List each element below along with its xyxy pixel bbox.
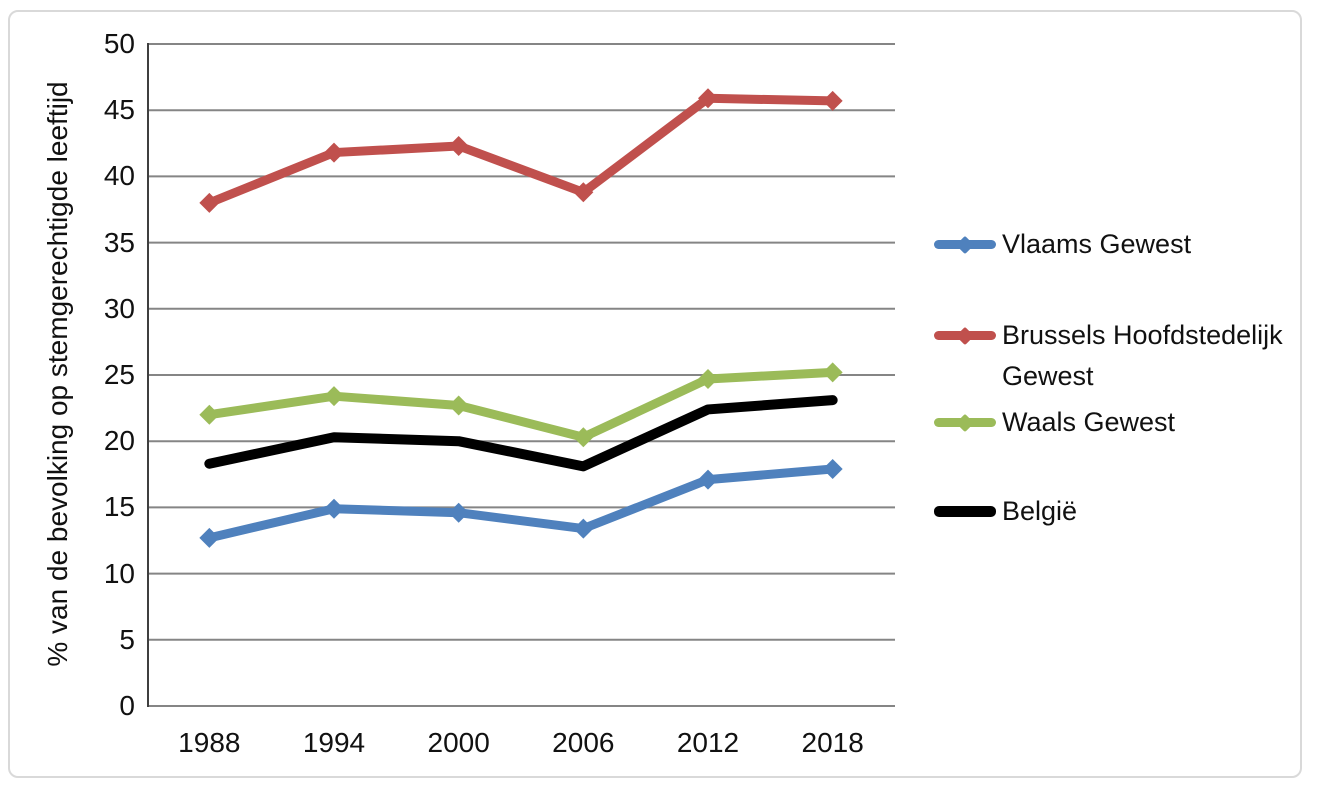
diamond-marker-icon xyxy=(448,395,469,416)
legend-line-swatch xyxy=(934,506,996,517)
diamond-marker-icon xyxy=(955,413,975,432)
series-line xyxy=(204,464,838,543)
legend-label: Brussels Hoofdstedelijk Gewest xyxy=(1002,320,1283,391)
diamond-marker-icon xyxy=(324,498,344,519)
diamond-marker-icon xyxy=(698,88,718,109)
series-line xyxy=(204,367,838,442)
series-line xyxy=(204,93,838,208)
y-tick-label-20: 20 xyxy=(103,425,135,457)
gridlines xyxy=(147,43,895,707)
diamond-marker-icon xyxy=(955,235,975,254)
legend-item-brussels-hoofdstedelijk-gewest: Brussels Hoofdstedelijk Gewest xyxy=(934,315,1302,397)
y-tick-label-0: 0 xyxy=(119,690,135,721)
series-line xyxy=(204,395,838,472)
legend-item-belgie: België xyxy=(934,491,1077,532)
diamond-marker-icon xyxy=(698,469,718,490)
diamond-marker-icon xyxy=(199,527,220,548)
series-Vlaams Gewest xyxy=(199,459,843,548)
diamond-marker-icon xyxy=(448,502,469,523)
diamond-marker-icon xyxy=(822,90,843,111)
legend-line-swatch xyxy=(934,235,996,254)
x-tick-label-2012: 2012 xyxy=(676,727,740,758)
diamond-marker-icon xyxy=(448,135,469,156)
x-tick-label-2006: 2006 xyxy=(552,727,615,758)
diamond-marker-icon xyxy=(822,459,843,480)
diamond-marker-icon xyxy=(822,362,843,383)
y-tick-label-5: 5 xyxy=(119,623,135,655)
diamond-marker-icon xyxy=(199,404,220,425)
legend-label: Waals Gewest xyxy=(1002,407,1176,437)
diamond-marker-icon xyxy=(698,368,718,389)
diamond-marker-icon xyxy=(573,427,594,448)
plot-area xyxy=(147,43,895,707)
series-België xyxy=(204,395,838,472)
y-tick-label-45: 45 xyxy=(103,94,135,126)
legend-line-swatch xyxy=(934,326,996,345)
diamond-marker-icon xyxy=(573,182,594,203)
y-tick-label-40: 40 xyxy=(103,160,135,192)
x-tick-label-2000: 2000 xyxy=(427,727,490,758)
legend-label: Vlaams Gewest xyxy=(1002,229,1192,259)
y-tick-label-50: 50 xyxy=(103,28,135,59)
legend-line-swatch xyxy=(934,413,996,432)
diamond-marker-icon xyxy=(324,386,344,407)
series-Waals Gewest xyxy=(199,362,843,448)
y-tick-label-35: 35 xyxy=(103,226,135,258)
x-tick-label-1994: 1994 xyxy=(302,727,366,758)
y-tick-label-30: 30 xyxy=(103,292,135,324)
legend-item-vlaams-gewest: Vlaams Gewest xyxy=(934,224,1191,265)
series-Brussels Hoofdstedelijk Gewest xyxy=(199,88,843,213)
x-tick-label-2018: 2018 xyxy=(801,727,864,758)
diamond-marker-icon xyxy=(324,142,344,163)
legend-label: België xyxy=(1002,496,1078,526)
y-tick-label-15: 15 xyxy=(103,491,135,523)
legend-item-waals-gewest: Waals Gewest xyxy=(934,402,1175,443)
figure-frame xyxy=(8,10,1302,778)
diamond-marker-icon xyxy=(955,326,975,345)
y-tick-label-25: 25 xyxy=(103,359,135,390)
diamond-marker-icon xyxy=(573,518,594,539)
x-tick-label-1988: 1988 xyxy=(178,727,241,758)
y-tick-label-10: 10 xyxy=(103,557,135,589)
